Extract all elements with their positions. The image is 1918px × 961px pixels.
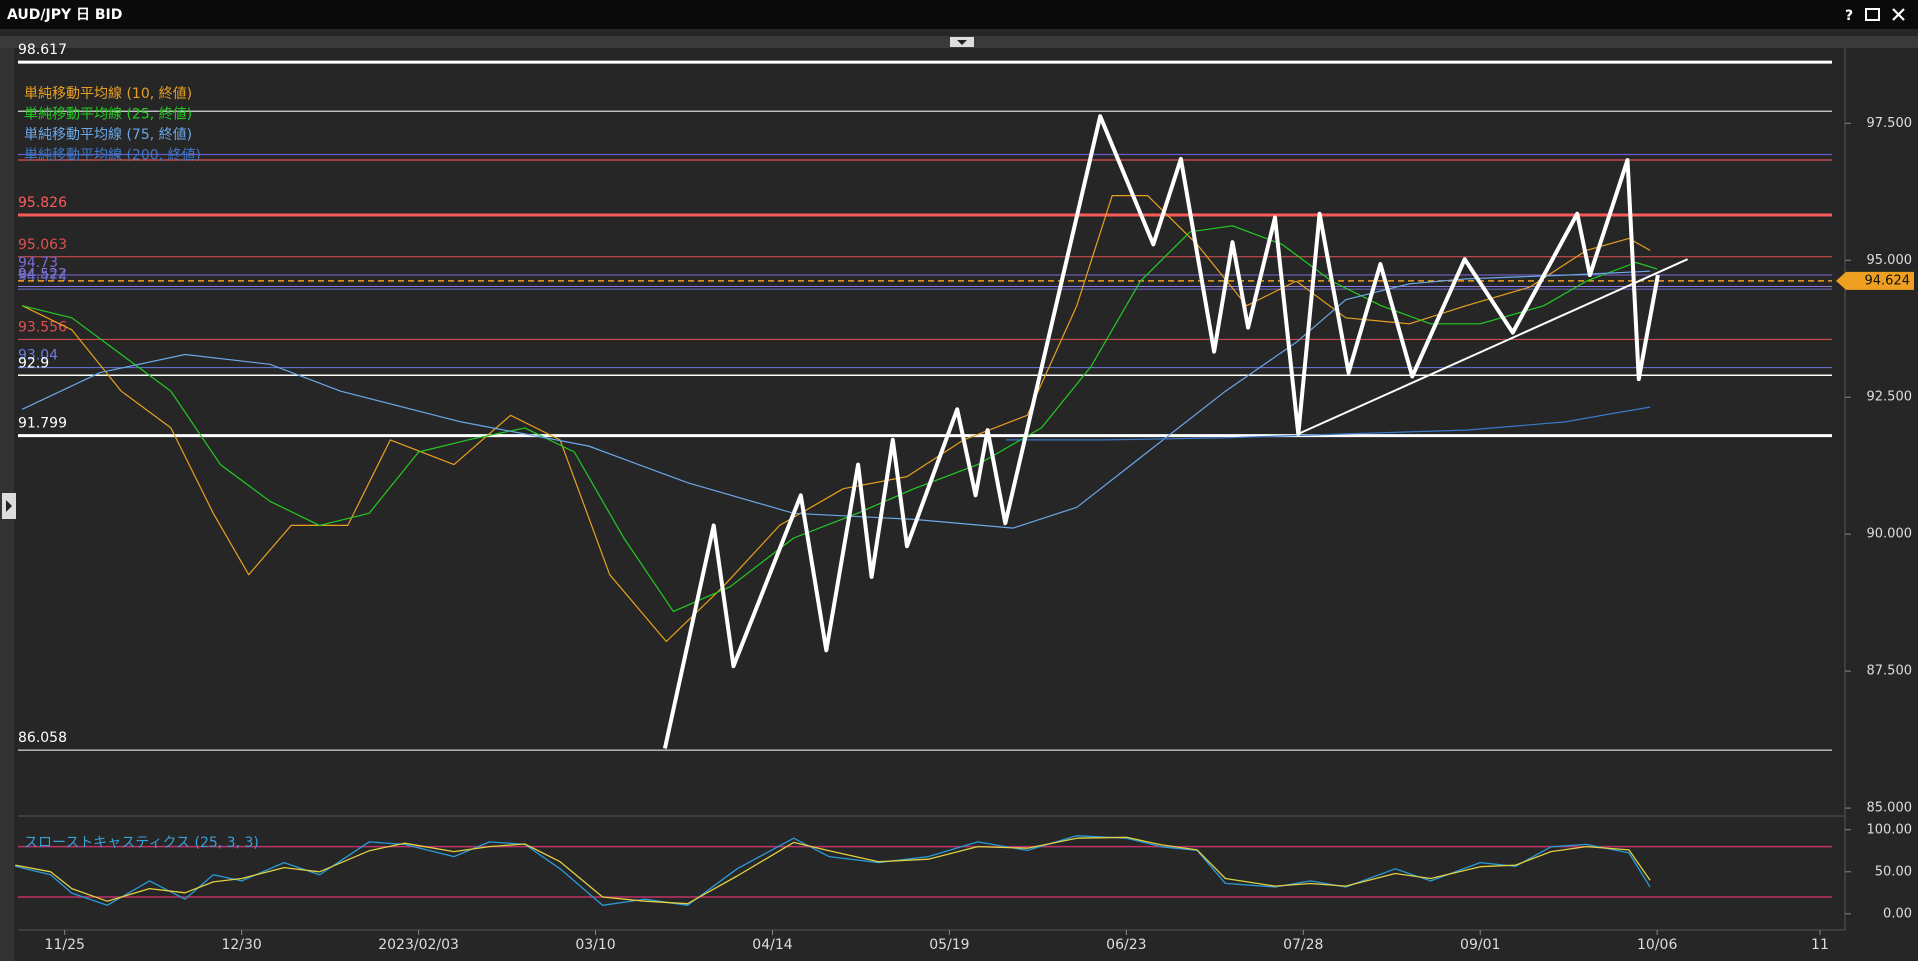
level-label: 93.04 — [18, 348, 58, 364]
y-tick-label: 50.00 — [1875, 864, 1912, 879]
y-tick-label: 0.00 — [1883, 906, 1912, 921]
level-label: 94.73 — [18, 255, 58, 271]
chart-background — [0, 29, 1918, 961]
y-tick-label: 95.000 — [1867, 253, 1913, 268]
panel-title: スローストキャスティクス (25, 3, 3) — [24, 835, 259, 851]
series-line — [662, 114, 1660, 749]
x-tick-label: 10/06 — [1637, 937, 1677, 953]
level-label: 93.556 — [18, 319, 67, 335]
x-tick-label: 11 — [1811, 937, 1829, 953]
x-tick-label: 06/23 — [1106, 937, 1146, 953]
series-line — [22, 225, 1658, 612]
x-tick-label: 11/25 — [45, 937, 85, 953]
level-label: 91.799 — [18, 416, 67, 432]
x-tick-label: 2023/02/03 — [378, 937, 459, 953]
level-label: 95.063 — [18, 237, 67, 253]
level-label: 92.9 — [18, 355, 49, 371]
x-tick-label: 12/30 — [221, 937, 261, 953]
legend-entry: 単純移動平均線 (25, 終値) — [24, 107, 192, 123]
level-label: 95.826 — [18, 195, 67, 211]
current-price-label: 94.624 — [1865, 273, 1911, 288]
y-tick-label: 85.000 — [1867, 801, 1913, 816]
series-line — [15, 836, 1651, 905]
x-tick-label: 05/19 — [929, 937, 969, 953]
level-label: 94.474 — [18, 269, 67, 285]
legend-entry: 単純移動平均線 (200, 終値) — [24, 148, 201, 164]
y-tick-label: 90.000 — [1867, 527, 1913, 542]
window-title: AUD/JPY 日 BID — [7, 7, 122, 23]
title-bar — [0, 0, 1918, 29]
y-tick-label: 92.500 — [1867, 390, 1913, 405]
maximize-button[interactable] — [1865, 8, 1880, 21]
dropdown-arrow — [957, 40, 967, 45]
series-line — [21, 195, 1651, 643]
x-tick-label: 03/10 — [575, 937, 615, 953]
series-line — [15, 835, 1651, 906]
series-line — [1297, 258, 1689, 435]
side-toggle-arrow — [6, 500, 12, 512]
x-tick-label: 09/01 — [1460, 937, 1500, 953]
y-tick-label: 87.500 — [1867, 664, 1913, 679]
series-line — [21, 270, 1651, 529]
y-tick-label: 100.00 — [1867, 822, 1913, 837]
level-label: 98.617 — [18, 42, 67, 58]
series-line — [1006, 406, 1651, 441]
level-label: 94.522 — [18, 266, 67, 282]
y-tick-label: 97.500 — [1867, 116, 1913, 131]
help-button[interactable]: ? — [1845, 8, 1853, 24]
x-tick-label: 07/28 — [1283, 937, 1323, 953]
legend-entry: 単純移動平均線 (10, 終値) — [24, 86, 192, 102]
legend-entry: 単純移動平均線 (75, 終値) — [24, 127, 192, 143]
x-tick-label: 04/14 — [752, 937, 792, 953]
level-label: 86.058 — [18, 730, 67, 746]
close-button[interactable] — [1892, 8, 1905, 21]
current-price-box — [1836, 271, 1914, 290]
